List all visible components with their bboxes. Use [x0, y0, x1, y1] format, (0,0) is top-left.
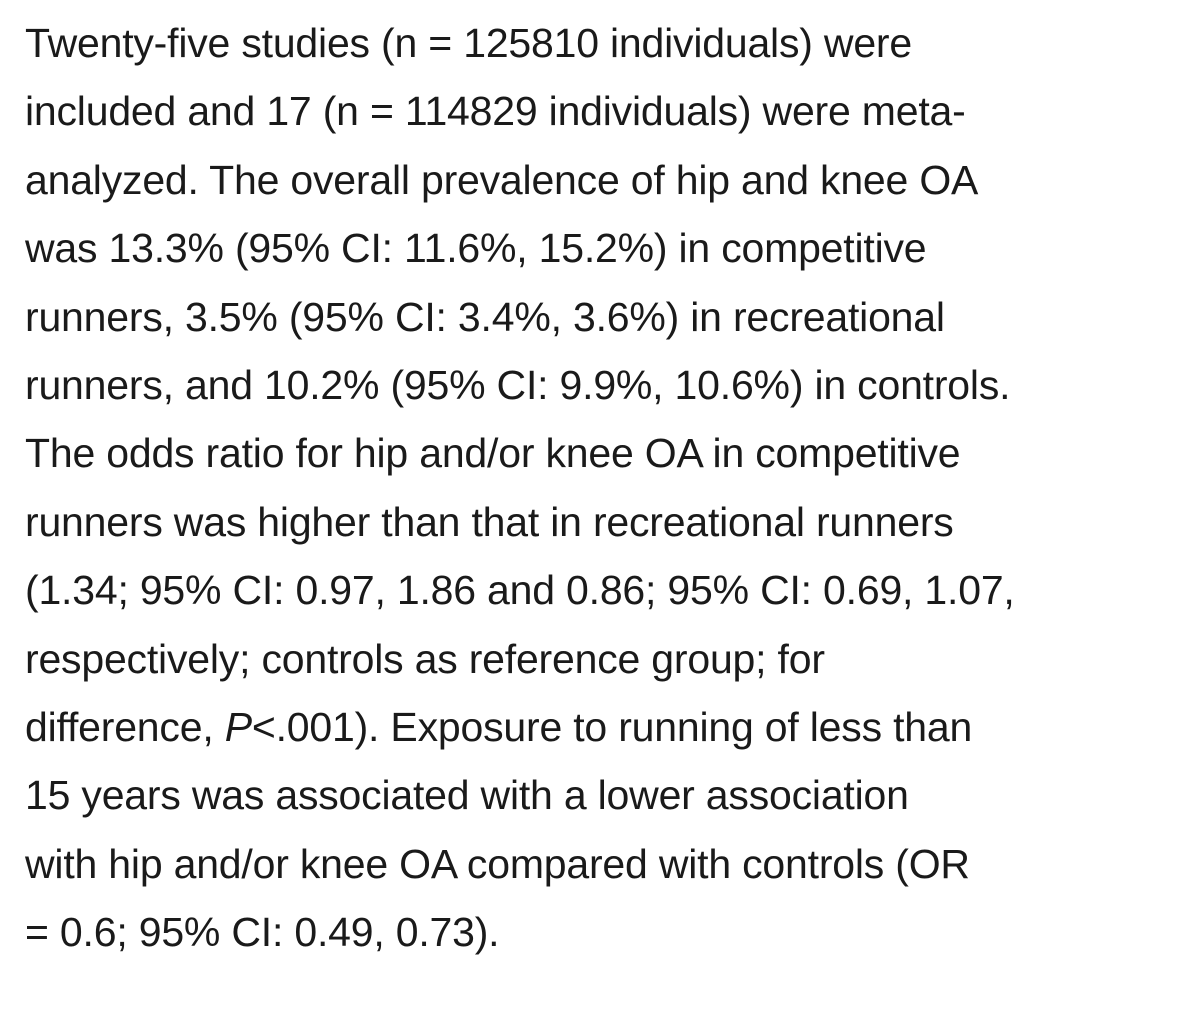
- text-line: runners, 3.5% (95% CI: 3.4%, 3.6%) in re…: [25, 293, 945, 340]
- text-line: included and 17 (n = 114829 individuals)…: [25, 88, 966, 135]
- text-line: runners, and 10.2% (95% CI: 9.9%, 10.6%)…: [25, 362, 1011, 409]
- text-line: respectively; controls as reference grou…: [25, 635, 825, 682]
- text-line: was 13.3% (95% CI: 11.6%, 15.2%) in comp…: [25, 225, 927, 272]
- text-line: = 0.6; 95% CI: 0.49, 0.73).: [25, 909, 500, 956]
- text-segment: <.001). Exposure to running of less than: [251, 704, 973, 751]
- text-line: The odds ratio for hip and/or knee OA in…: [25, 430, 961, 477]
- text-line: analyzed. The overall prevalence of hip …: [25, 156, 979, 203]
- italic-text: P: [224, 704, 252, 751]
- text-line: runners was higher than that in recreati…: [25, 498, 954, 545]
- text-segment: difference,: [25, 704, 225, 751]
- text-line: difference, P<.001). Exposure to running…: [25, 693, 1015, 761]
- paragraph: Twenty-five studies (n = 125810 individu…: [25, 9, 1015, 967]
- text-line: with hip and/or knee OA compared with co…: [25, 840, 970, 887]
- text-line: (1.34; 95% CI: 0.97, 1.86 and 0.86; 95% …: [25, 567, 1015, 614]
- text-line: Twenty-five studies (n = 125810 individu…: [25, 20, 912, 66]
- text-line: 15 years was associated with a lower ass…: [25, 772, 909, 819]
